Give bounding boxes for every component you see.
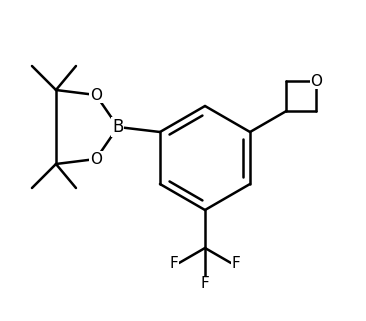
Text: O: O (310, 74, 322, 89)
Text: F: F (201, 276, 209, 291)
Text: O: O (90, 152, 102, 167)
Text: F: F (232, 256, 240, 271)
Text: O: O (90, 88, 102, 102)
Text: F: F (170, 256, 178, 271)
Text: B: B (112, 118, 124, 136)
